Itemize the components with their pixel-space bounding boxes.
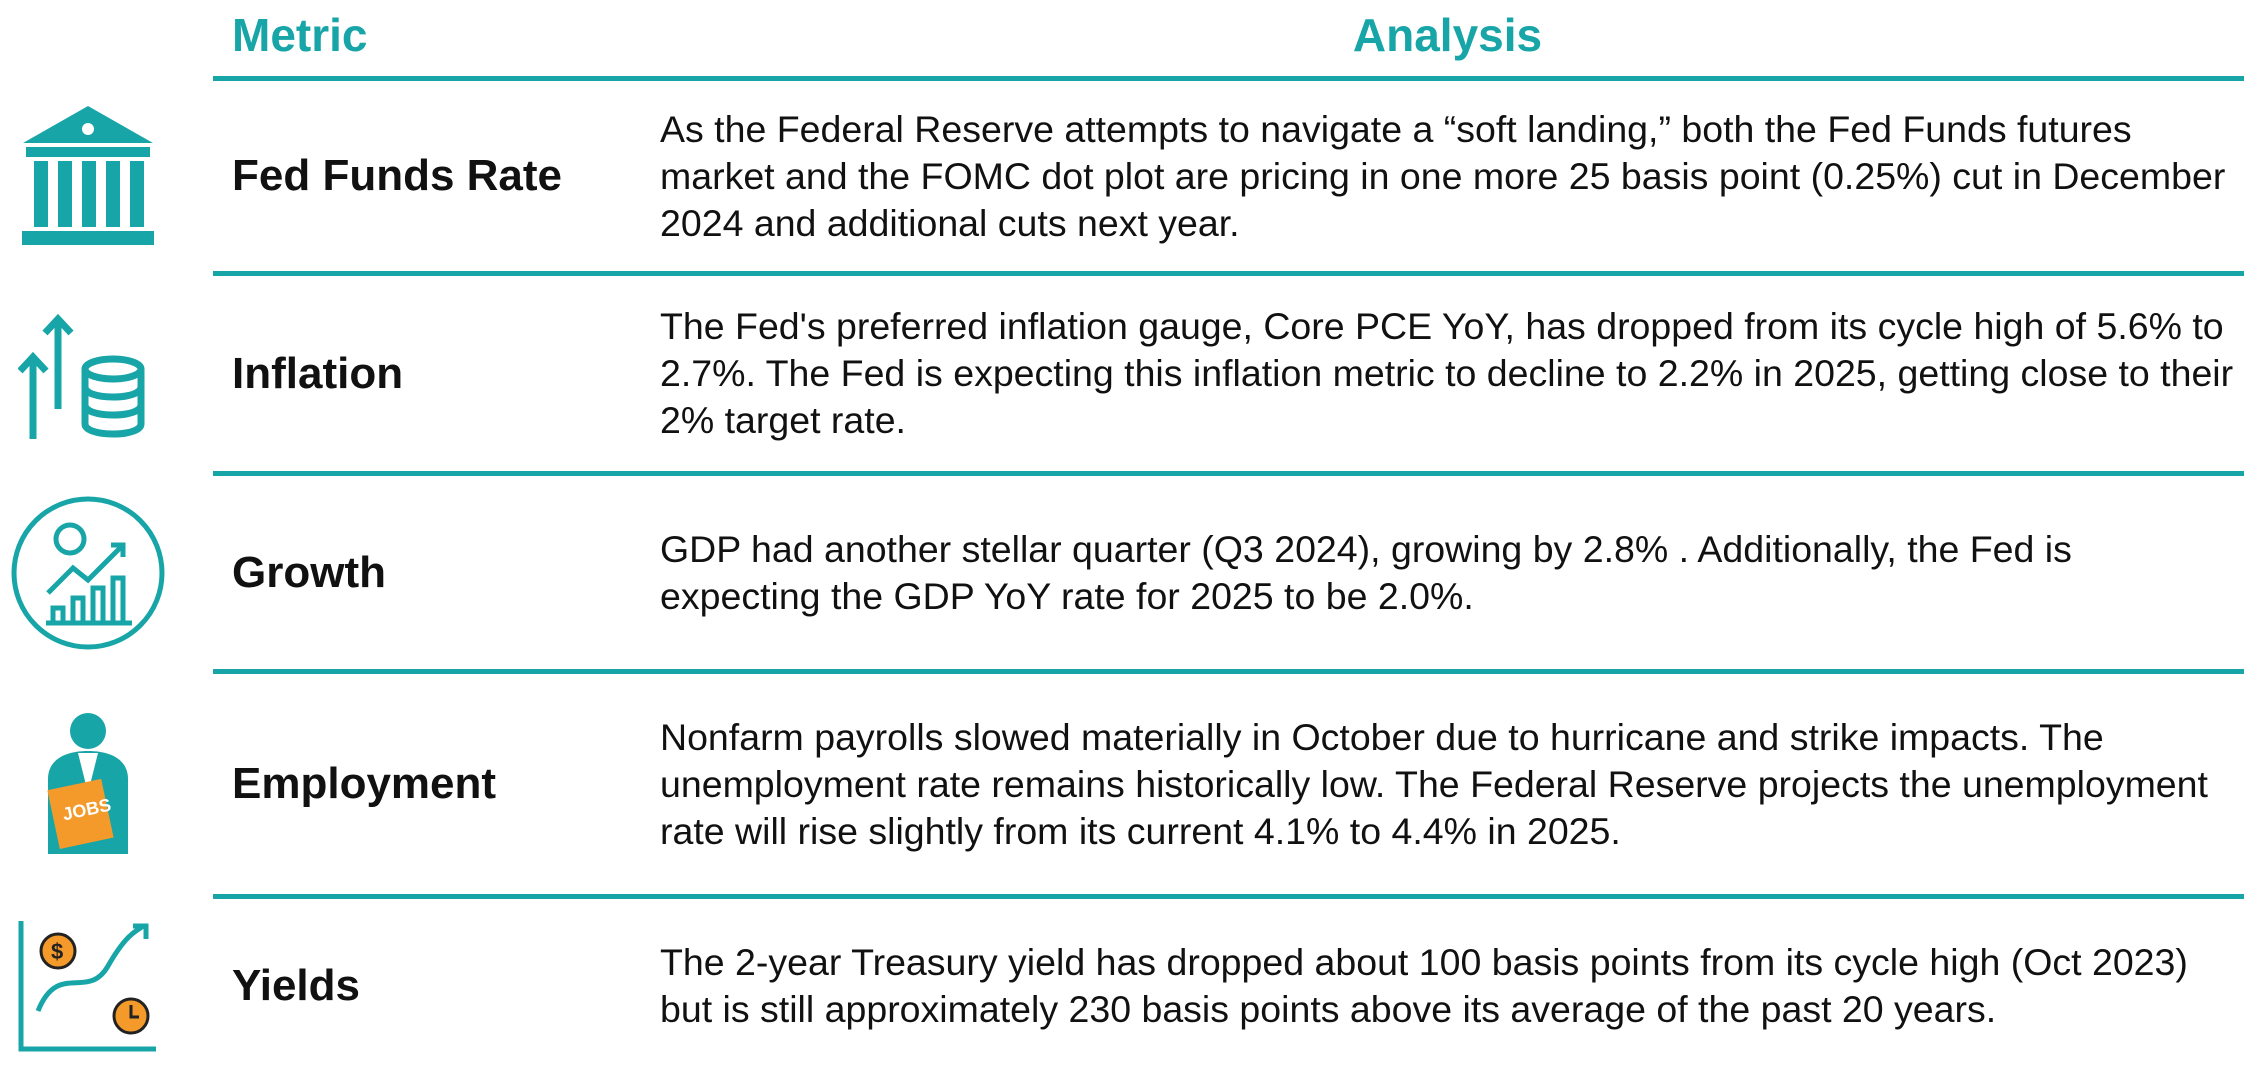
analysis: As the Federal Reserve attempts to navig…: [660, 107, 2226, 244]
table-row: Fed Funds Rate As the Federal Reserve at…: [0, 81, 2244, 271]
icon-jobs: JOBS: [8, 674, 168, 894]
icon-growth: [8, 476, 168, 669]
analysis: GDP had another stellar quarter (Q3 2024…: [660, 527, 2072, 617]
metric: Inflation: [232, 348, 404, 398]
divider: [213, 76, 2244, 81]
metric: Fed Funds Rate: [232, 151, 563, 200]
divider: [213, 471, 2244, 476]
analysis: The Fed's preferred inflation gauge, Cor…: [660, 305, 2234, 441]
metric: Employment: [232, 759, 497, 808]
icon-inflation: [8, 276, 168, 471]
analysis: Nonfarm payrolls slowed materially in Oc…: [660, 715, 2208, 852]
divider: [213, 271, 2244, 276]
table-row: Inflation The Fed's preferred inflation …: [0, 276, 2244, 471]
header-analysis: Analysis: [1352, 9, 1543, 61]
icon-yields: $: [8, 899, 168, 1073]
analysis: The 2-year Treasury yield has dropped ab…: [660, 941, 2188, 1030]
icon-bank: [8, 81, 168, 271]
svg-text:$: $: [51, 939, 63, 964]
table-row: Growth GDP had another stellar quarter (…: [0, 476, 2244, 669]
header-metric: Metric: [232, 9, 368, 61]
metric: Yields: [232, 961, 360, 1010]
table-row: $ Yields The 2-year Treasury yield has d…: [0, 899, 2244, 1073]
table-row: JOBS Employment Nonfarm payrolls slowed …: [0, 674, 2244, 894]
metric: Growth: [232, 547, 386, 597]
divider: [213, 894, 2244, 899]
divider: [213, 669, 2244, 674]
